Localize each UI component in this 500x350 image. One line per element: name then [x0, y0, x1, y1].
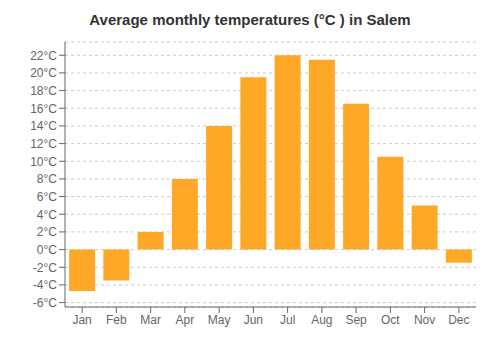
svg-text:Jul: Jul — [280, 313, 295, 327]
svg-text:Jan: Jan — [72, 313, 91, 327]
svg-text:12°C: 12°C — [30, 137, 57, 151]
svg-text:-4°C: -4°C — [33, 278, 57, 292]
svg-text:6°C: 6°C — [37, 190, 57, 204]
svg-text:May: May — [208, 313, 231, 327]
svg-text:Dec: Dec — [448, 313, 469, 327]
svg-text:Aug: Aug — [311, 313, 332, 327]
svg-text:2°C: 2°C — [37, 225, 57, 239]
svg-text:Mar: Mar — [140, 313, 161, 327]
svg-text:10°C: 10°C — [30, 155, 57, 169]
svg-text:Apr: Apr — [176, 313, 195, 327]
svg-text:Feb: Feb — [106, 313, 127, 327]
svg-text:0°C: 0°C — [37, 243, 57, 257]
svg-text:-2°C: -2°C — [33, 261, 57, 275]
svg-text:Sep: Sep — [345, 313, 367, 327]
html-text:Average monthly temperatures (: Average monthly temperatures (°C ) in Sa… — [89, 11, 411, 28]
svg-text:-6°C: -6°C — [33, 296, 57, 310]
svg-text:Oct: Oct — [381, 313, 400, 327]
svg-text:4°C: 4°C — [37, 208, 57, 222]
svg-text:Nov: Nov — [414, 313, 435, 327]
svg-text:16°C: 16°C — [30, 102, 57, 116]
svg-text:18°C: 18°C — [30, 84, 57, 98]
svg-text:14°C: 14°C — [30, 119, 57, 133]
svg-text:22°C: 22°C — [30, 49, 57, 63]
svg-text:Jun: Jun — [244, 313, 263, 327]
svg-text:8°C: 8°C — [37, 172, 57, 186]
svg-text:20°C: 20°C — [30, 66, 57, 80]
